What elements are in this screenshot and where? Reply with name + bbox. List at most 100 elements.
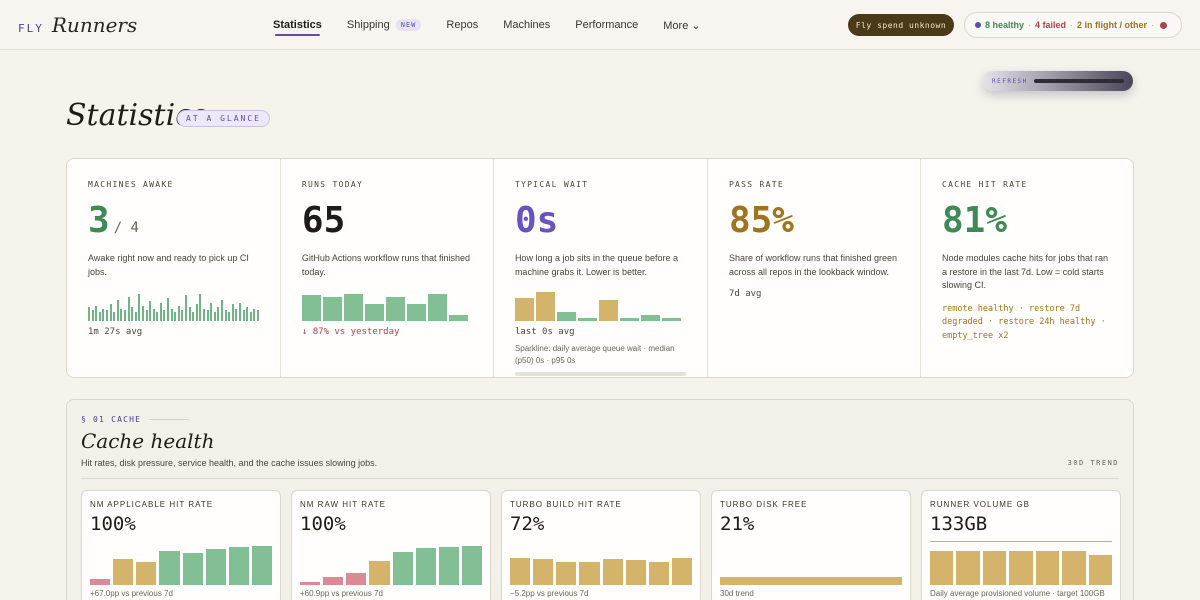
sparkline-bar xyxy=(206,310,209,321)
fleet-status[interactable]: 8 healthy · 4 failed · 2 in flight / oth… xyxy=(964,12,1182,38)
stat-value: 65 xyxy=(301,200,346,241)
nav-label: Shipping xyxy=(346,19,390,31)
brand-logo[interactable]: FLY Runners xyxy=(18,13,137,37)
stat-typical-wait[interactable]: TYPICAL WAIT 0s How long a job sits in t… xyxy=(494,159,708,377)
metric-bar-chart xyxy=(90,543,272,585)
sparkline-bar xyxy=(109,304,112,321)
sparkline-bar xyxy=(661,318,681,321)
metric-bar xyxy=(461,546,482,585)
metric-bar xyxy=(1009,551,1033,585)
sparkline-bar xyxy=(181,310,184,321)
sparkline-bar xyxy=(120,309,123,321)
sparkline-bar xyxy=(123,310,126,321)
nav-more[interactable]: More ⌄ xyxy=(663,0,700,50)
metric-bar xyxy=(556,562,577,585)
trend-label: 30D TREND xyxy=(1067,459,1119,467)
metric-bar xyxy=(533,559,554,585)
stat-value: 0s xyxy=(514,200,559,241)
sparkline-bar xyxy=(235,309,238,321)
metric-footer: 30d trend xyxy=(720,589,754,598)
sparkline-bar xyxy=(238,303,241,321)
sparkline-bar xyxy=(141,306,144,321)
sparkline-bar xyxy=(249,312,252,321)
sparkline-bar xyxy=(364,304,384,321)
glance-badge: AT A GLANCE xyxy=(177,110,270,127)
metric-bar xyxy=(415,548,436,585)
sparkline-bar xyxy=(98,312,101,321)
metric-bar xyxy=(648,562,669,585)
metric-bar-chart xyxy=(510,543,692,585)
metric-bar-chart xyxy=(300,543,482,585)
metric-bar xyxy=(1062,551,1086,585)
metric-turbo-build-hit-rate[interactable]: TURBO BUILD HIT RATE 72% −5.2pp vs previ… xyxy=(501,490,701,600)
metric-bar xyxy=(346,573,367,585)
metric-bar xyxy=(228,547,249,585)
separator: · xyxy=(1151,20,1155,30)
cache-status-notes: remote healthy · restore 7d degraded · r… xyxy=(942,303,1112,344)
healthy-count: 8 healthy xyxy=(985,20,1025,30)
stat-label: MACHINES AWAKE xyxy=(88,180,174,189)
stat-description: How long a job sits in the queue before … xyxy=(514,253,679,277)
nav-label: More ⌄ xyxy=(663,19,701,32)
nav-performance[interactable]: Performance xyxy=(575,0,638,50)
metric-nm-applicable-hit-rate[interactable]: NM APPLICABLE HIT RATE 100% +67.0pp vs p… xyxy=(81,490,281,600)
stat-label: TYPICAL WAIT xyxy=(514,180,589,189)
sparkline-bar xyxy=(152,309,155,321)
sparkline-bar xyxy=(156,312,159,321)
nav-shipping[interactable]: Shipping NEW xyxy=(346,0,422,50)
metric-bar xyxy=(602,559,623,585)
sparkline-bar xyxy=(177,306,180,321)
sparkline-bar xyxy=(185,295,188,321)
nav-label: Performance xyxy=(575,19,639,31)
metric-bar xyxy=(1088,555,1112,585)
metric-label: TURBO DISK FREE xyxy=(720,500,808,509)
sparkline-bar xyxy=(159,303,162,321)
sparkline-bar xyxy=(556,312,576,321)
nav-machines[interactable]: Machines xyxy=(503,0,550,50)
metric-bar xyxy=(982,551,1007,585)
failed-count: 4 failed xyxy=(1035,20,1067,30)
kicker-text: § 01 CACHE xyxy=(81,415,142,424)
sparkline-bar xyxy=(127,297,130,321)
stat-value: 85% xyxy=(728,200,794,241)
stat-footer: 7d avg xyxy=(728,289,762,299)
metric-bar xyxy=(323,577,344,585)
stat-footer: last 0s avg xyxy=(514,327,575,337)
metric-nm-raw-hit-rate[interactable]: NM RAW HIT RATE 100% +60.9pp vs previous… xyxy=(291,490,491,600)
cache-note-line: degraded · restore 24h healthy · xyxy=(941,317,1106,327)
stat-runs-today[interactable]: RUNS TODAY 65 GitHub Actions workflow ru… xyxy=(281,159,494,377)
sparkline-bar xyxy=(116,300,119,321)
separator: · xyxy=(1028,20,1032,30)
stat-label: RUNS TODAY xyxy=(301,180,364,189)
sparkline-bar xyxy=(224,310,227,321)
stat-footer: 1m 27s avg xyxy=(88,327,143,337)
stat-footer: ↓ 87% vs yesterday xyxy=(301,327,400,337)
refresh-button[interactable]: REFRESH xyxy=(983,71,1133,91)
metric-runner-volume-gb[interactable]: RUNNER VOLUME GB 133GB Daily average pro… xyxy=(921,490,1121,600)
section-subtitle: Hit rates, disk pressure, service health… xyxy=(81,458,378,468)
stat-label: PASS RATE xyxy=(728,180,784,189)
metric-value: 133GB xyxy=(930,513,988,535)
stat-pass-rate[interactable]: PASS RATE 85% Share of workflow runs tha… xyxy=(708,159,921,377)
spend-button[interactable]: Fly spend unknown xyxy=(848,14,954,36)
sparkline-bar xyxy=(231,304,234,321)
metric-value: 21% xyxy=(720,513,755,535)
metric-bar xyxy=(510,558,531,585)
sparkline-bar xyxy=(598,300,618,321)
main-nav: Statistics Shipping NEW Repos Machines Pe… xyxy=(273,0,726,50)
value-denominator: / 4 xyxy=(113,220,139,236)
nav-repos[interactable]: Repos xyxy=(446,0,478,50)
cache-note-line: empty_tree x2 xyxy=(941,330,1009,341)
sparkline-bar xyxy=(145,310,148,321)
metric-turbo-disk-free[interactable]: TURBO DISK FREE 21% 30d trend xyxy=(711,490,911,600)
sparkline-bar xyxy=(91,310,94,321)
sparkline-bar xyxy=(131,307,134,321)
sparkline-bar xyxy=(203,309,205,321)
nav-statistics[interactable]: Statistics xyxy=(273,0,322,50)
metric-label: NM RAW HIT RATE xyxy=(300,500,386,509)
sparkline-bar xyxy=(253,309,256,321)
stat-machines-awake[interactable]: MACHINES AWAKE 3/ 4 Awake right now and … xyxy=(67,159,281,377)
metric-bar xyxy=(1035,551,1060,585)
stat-cache-hit-rate[interactable]: CACHE HIT RATE 81% Node modules cache hi… xyxy=(921,159,1133,377)
sparkline-bar xyxy=(228,312,231,321)
